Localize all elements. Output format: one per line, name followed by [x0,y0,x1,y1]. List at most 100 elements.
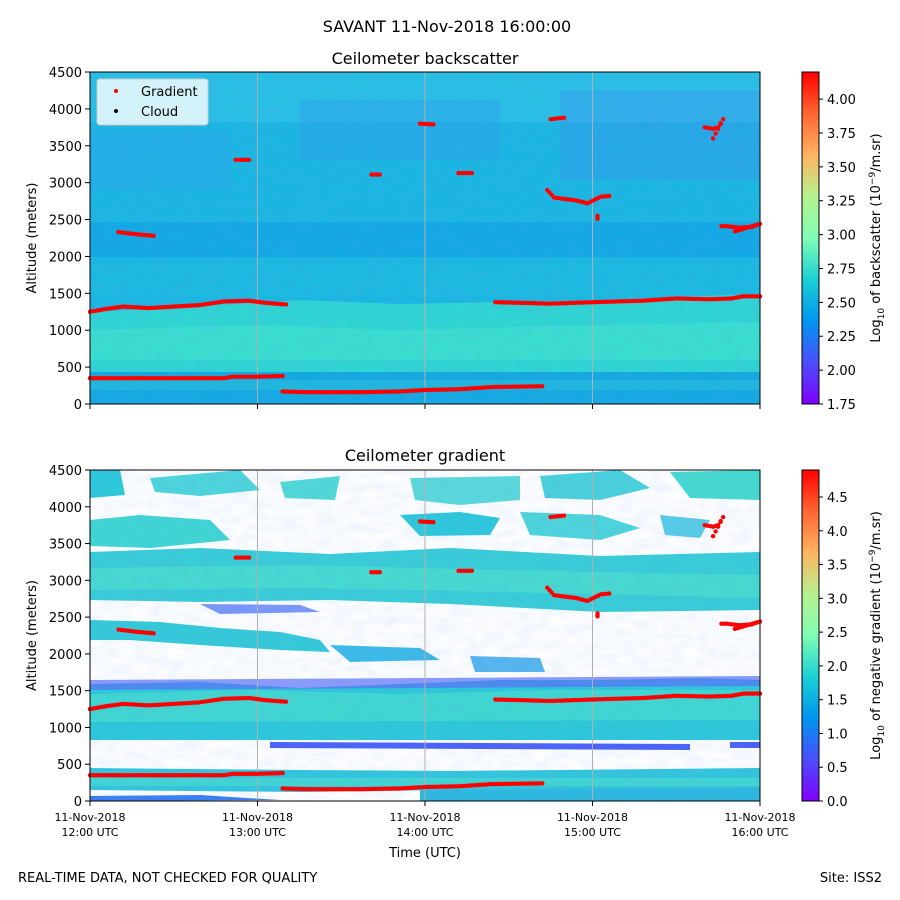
y-axis-label: Altitude (meters) [25,183,40,294]
y-tick-label: 1000 [49,324,82,339]
colorbar-tick-label: 4.0 [827,525,848,540]
gradient-point [715,126,721,132]
gradient-point [720,117,726,122]
colorbar-tick-label: 3.25 [827,195,856,210]
colorbar-tick-label: 3.00 [827,229,856,244]
gradient-point [377,172,382,177]
gradient-point [151,631,156,636]
gradient-point [718,519,723,525]
colorbar-tick-label: 0.0 [827,795,848,810]
colorbar-label-part: Log [869,737,884,760]
colorbar [801,469,820,802]
colorbar-tick-label: 4.00 [827,93,856,108]
y-tick-label: 500 [57,758,82,773]
y-tick-label: 500 [57,361,82,376]
gradient-point [280,770,285,776]
gradient-point [720,514,726,520]
x-tick-date: 11-Nov-2018 [389,811,460,824]
y-tick-label: 1500 [49,287,82,302]
colorbar-label-part: 10 [877,308,887,320]
colorbar-tick-label: 2.0 [827,660,848,675]
gradient-point [469,170,475,176]
colorbar-tick-label: 4.5 [827,491,848,506]
y-tick-label: 3000 [49,574,82,589]
gradient-point [561,115,567,120]
colorbar-label-part: Log [869,319,884,342]
y-axis-label: Altitude (meters) [25,580,40,691]
gradient-point [732,229,738,234]
colorbar-tick-label: 1.5 [827,694,848,709]
gradient-point [595,614,600,619]
site-label: Site: ISS2 [820,871,882,886]
legend-label: Gradient [141,85,198,100]
gradient-point [151,233,156,238]
gradient-point [715,524,721,529]
y-tick-label: 4500 [49,464,82,479]
colorbar-label-part: of backscatter (10 [869,185,884,308]
colorbar-tick-label: 2.25 [827,330,856,345]
colorbar-tick-label: 1.75 [827,398,856,413]
x-tick-time: 15:00 UTC [564,826,621,839]
gradient-point [595,216,600,222]
x-tick-date: 11-Nov-2018 [222,811,293,824]
colorbar-label-part: −9 [868,549,878,563]
colorbar-tick-label: 3.5 [827,559,848,574]
x-tick-date: 11-Nov-2018 [724,811,795,824]
y-tick-label: 2500 [49,611,82,626]
colorbar-label-part: 10 [877,725,887,737]
gradient-point [732,626,738,632]
legend-label: Cloud [141,105,178,120]
page-title: SAVANT 11-Nov-2018 16:00:00 [323,17,571,36]
gradient-point [246,555,252,560]
y-tick-label: 4000 [49,103,82,118]
x-tick-time: 14:00 UTC [396,826,453,839]
legend-marker [114,89,118,93]
y-tick-label: 3000 [49,177,82,192]
colorbar-label-part: /m.sr) [869,133,884,171]
colorbar-label: Log10 of negative gradient (10−9/m.sr) [868,511,887,760]
y-tick-label: 1000 [49,721,82,736]
gradient-point [607,591,612,596]
colorbar-label-part: −9 [868,172,878,186]
gradient-point [710,136,716,141]
gradient-point [283,302,289,307]
gradient-point [431,520,436,525]
gradient-point [540,781,545,786]
y-tick-label: 2000 [49,250,82,265]
y-tick-label: 3500 [49,140,82,155]
x-tick-time: 16:00 UTC [731,826,788,839]
legend-marker [114,109,118,113]
y-tick-label: 0 [74,795,82,810]
legend-box [96,78,209,126]
colorbar-label-part: /m.sr) [869,511,884,549]
gradient-point [561,513,567,518]
gradient-point [540,384,545,389]
colorbar-tick-label: 0.5 [827,761,848,776]
gradient-point [718,121,723,127]
x-tick-date: 11-Nov-2018 [54,811,125,824]
gradient-point [607,193,612,199]
colorbar-tick-label: 3.50 [827,161,856,176]
gradient-point [710,534,716,539]
gradient-point [246,157,252,162]
colorbar-tick-label: 3.0 [827,592,848,607]
y-tick-label: 2500 [49,214,82,229]
y-tick-label: 0 [74,398,82,413]
x-tick-time: 12:00 UTC [61,826,118,839]
colorbar-label-part: of negative gradient (10 [869,563,884,725]
gradient-point [713,131,718,136]
gradient-point [280,373,285,379]
quality-note: REAL-TIME DATA, NOT CHECKED FOR QUALITY [18,871,317,886]
y-tick-label: 4000 [49,501,82,516]
colorbar-tick-label: 2.5 [827,626,848,641]
gradient-point [713,529,718,534]
colorbar-tick-label: 1.0 [827,727,848,742]
gradient-point [377,570,382,575]
colorbar [801,71,820,405]
gradient-point [283,699,289,704]
y-tick-label: 1500 [49,685,82,700]
gradient-point [431,122,436,127]
y-tick-label: 2000 [49,648,82,663]
